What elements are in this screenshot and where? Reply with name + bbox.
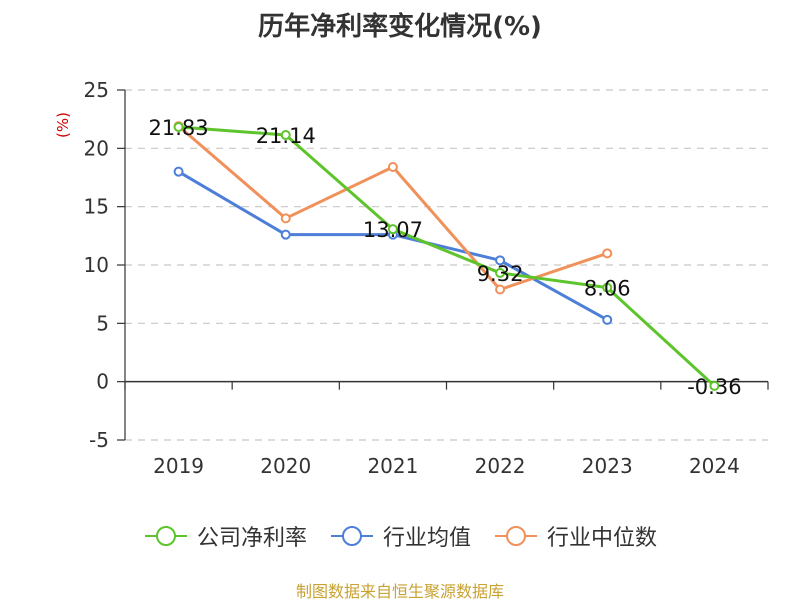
x-tick-label: 2023 [582,454,633,478]
legend-label-industry-mean: 行业均值 [382,526,471,551]
source-note: 制图数据来自恒生聚源数据库 [295,582,504,601]
legend-marker-industry-mean [330,526,373,546]
y-tick-label: 0 [96,370,109,394]
data-point [602,314,613,325]
chart-title: 历年净利率变化情况(%) [258,12,542,42]
legend: 公司净利率 行业均值 行业中位数 [0,520,800,552]
x-tick-label: 2019 [153,454,204,478]
legend-item-industry-median[interactable]: 行业中位数 [493,520,657,552]
line-chart: -5 0 5 10 15 20 25 2019 2020 2021 2022 2023 2024 (%) 2… [54,78,769,478]
x-tick-label: 2022 [475,454,526,478]
series-line [178,125,716,387]
data-label: -0.36 [687,375,741,399]
data-point [387,162,398,172]
y-tick-label: 5 [96,311,109,335]
y-tick-label: 25 [84,78,109,102]
series-line [177,170,608,322]
data-point [495,255,506,266]
data-point [602,282,613,293]
legend-marker-company [144,526,187,546]
legend-item-industry-mean[interactable]: 行业均值 [329,520,471,552]
data-point [495,284,506,295]
x-tick-label: 2024 [689,454,740,478]
data-label: 8.06 [584,277,631,301]
legend-marker-industry-median [495,526,537,546]
data-point [602,248,613,259]
data-point [280,213,291,224]
y-axis-unit: (%) [54,112,72,138]
y-tick-label: 20 [84,136,109,160]
data-point [387,224,398,235]
legend-label-company: 公司净利率 [196,526,307,551]
x-tick-label: 2021 [367,454,418,478]
y-tick-label: 15 [84,195,109,219]
y-tick-label: 10 [84,253,109,277]
data-point [495,267,506,278]
data-point [709,380,720,391]
data-label: 21.83 [149,116,209,140]
y-tick-label: -5 [89,428,109,452]
data-label: 21.14 [256,124,316,148]
data-label: 13.07 [363,218,423,242]
data-label: 9.32 [477,262,524,286]
legend-label-industry-median: 行业中位数 [547,526,658,551]
data-point [173,166,184,177]
data-point [280,229,291,240]
legend-item-company[interactable]: 公司净利率 [143,520,307,552]
data-point [173,121,184,132]
data-point [280,130,291,141]
x-tick-label: 2020 [260,454,311,478]
